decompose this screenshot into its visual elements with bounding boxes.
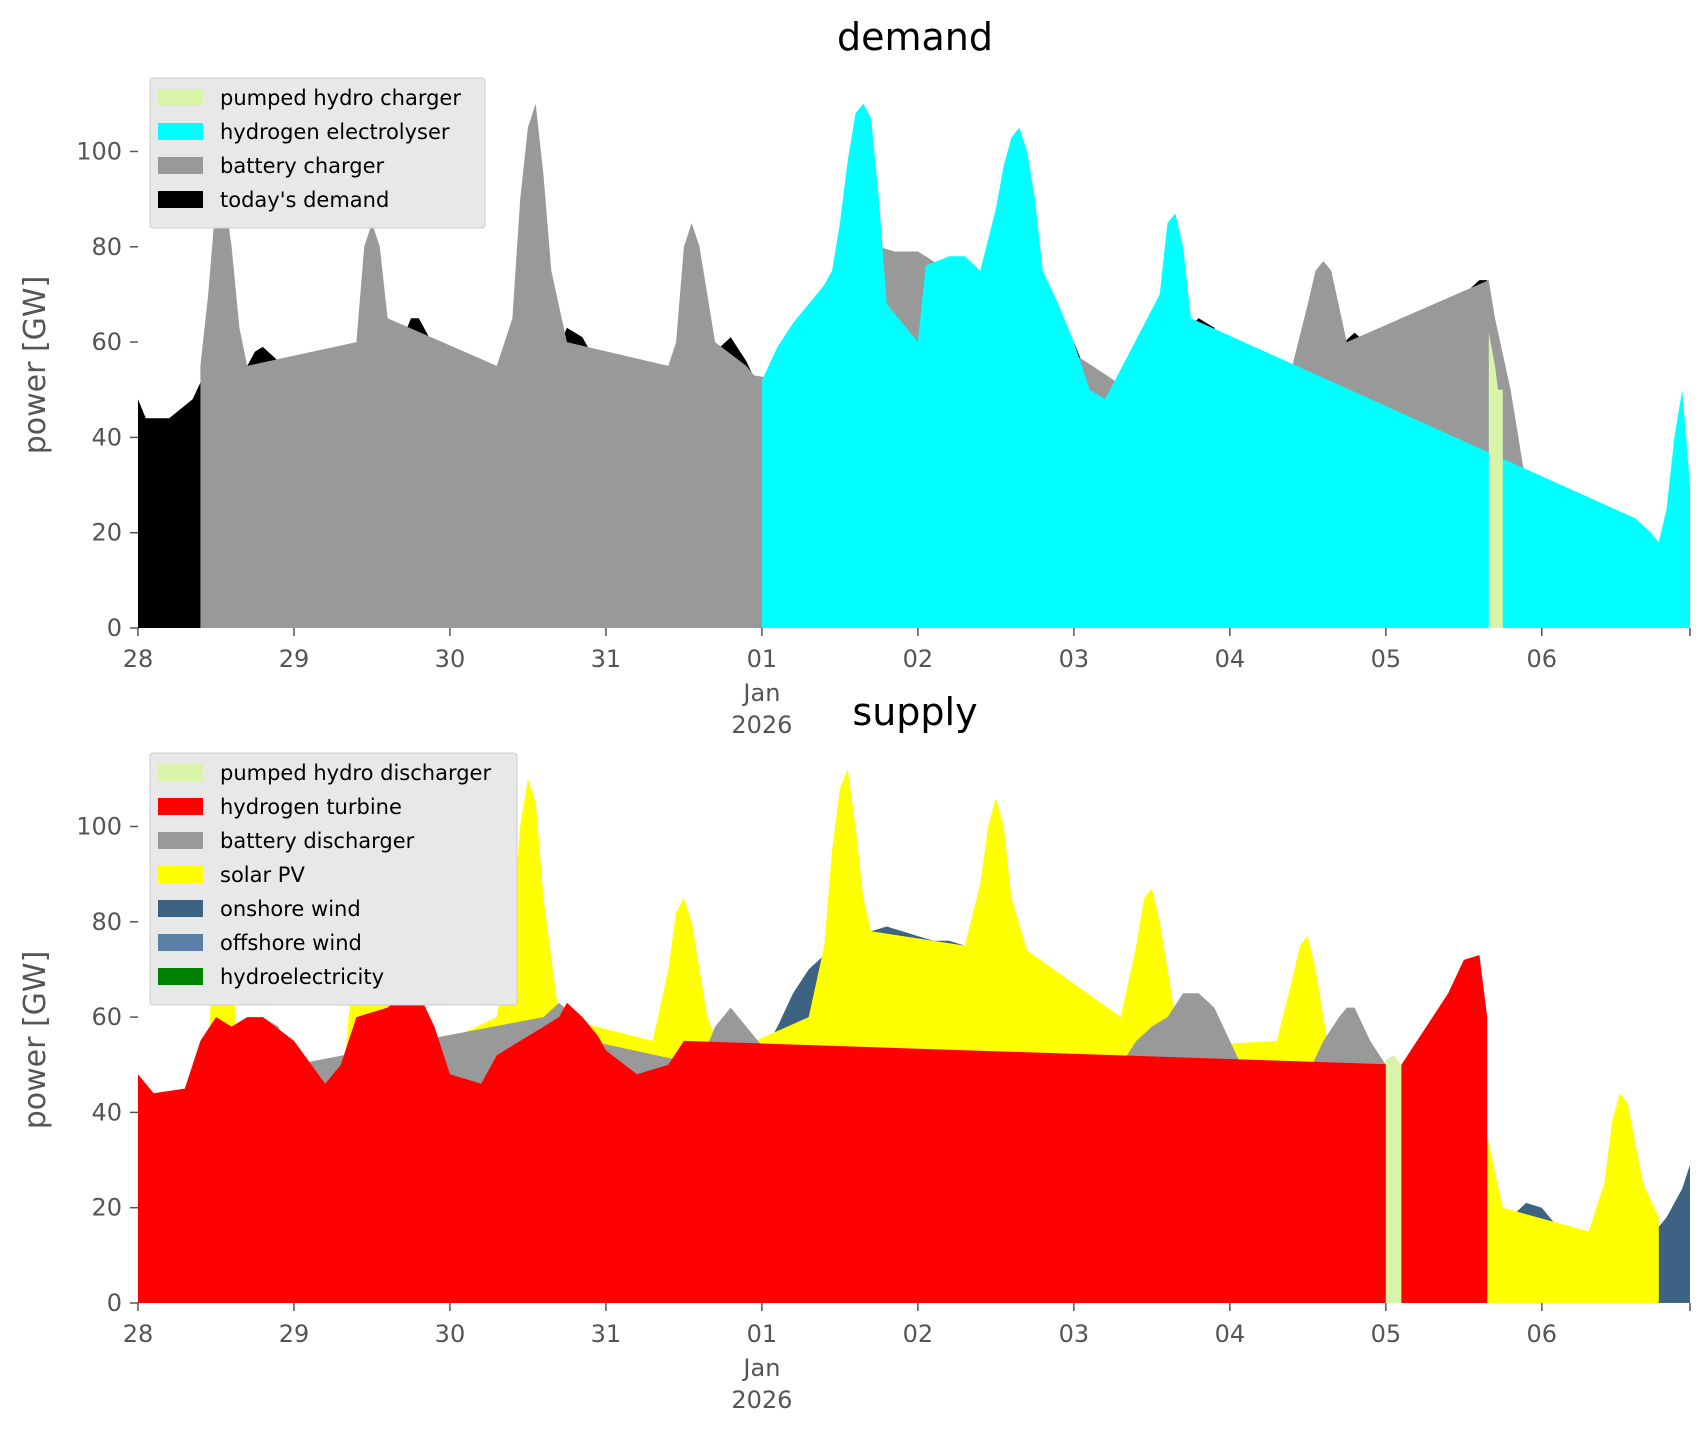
demand-y-ticks: 0 20 40 60 80 100 [76, 137, 138, 642]
x-tick-label: 04 [1215, 645, 1246, 673]
y-tick-label: 100 [76, 812, 122, 840]
demand-x-ticks: 28 29 30 31 01 Jan 2026 02 03 04 05 06 [123, 628, 1691, 739]
y-tick-label: 20 [91, 519, 122, 547]
legend-box [149, 752, 518, 1006]
legend-box [149, 77, 486, 229]
x-tick-label: 29 [279, 645, 310, 673]
area-pumped-hydro-discharger [1385, 1055, 1402, 1303]
legend-swatch-hydroelectricity [158, 968, 203, 985]
legend-label-solar-pv: solar PV [220, 863, 305, 887]
y-tick-label: 40 [91, 423, 122, 451]
x-tick-label: 06 [1527, 645, 1558, 673]
area-hydrogen-turbine [138, 955, 1488, 1303]
legend-swatch-offshore-wind [158, 934, 203, 951]
x-tick-label: 29 [279, 1320, 310, 1348]
x-tick-sublabel: 2026 [731, 1386, 792, 1414]
x-tick-label: 01 [747, 1320, 778, 1348]
x-tick-label: 03 [1059, 645, 1090, 673]
x-tick-label: 06 [1527, 1320, 1558, 1348]
area-pumped-hydro-charger [1488, 332, 1503, 628]
supply-y-axis-label: power [GW] [18, 951, 53, 1130]
supply-series-areas [138, 769, 1690, 1303]
legend-swatch-hydrogen-electrolyser [158, 123, 203, 140]
legend-label-onshore-wind: onshore wind [220, 897, 361, 921]
legend-label-hydrogen-electrolyser: hydrogen electrolyser [220, 120, 450, 144]
legend-label-hydrogen-turbine: hydrogen turbine [220, 795, 402, 819]
y-tick-label: 0 [107, 614, 122, 642]
x-tick-label: 31 [591, 645, 622, 673]
x-tick-sublabel: 2026 [731, 711, 792, 739]
x-tick-label: 05 [1371, 1320, 1402, 1348]
legend-label-battery-discharger: battery discharger [220, 829, 415, 853]
legend-swatch-today-s-demand [158, 191, 203, 208]
x-tick-label: 30 [435, 645, 466, 673]
legend-label-pumped-hydro-discharger: pumped hydro discharger [220, 761, 491, 785]
supply-x-ticks: 28 29 30 31 01 Jan 2026 02 03 04 05 06 [123, 1303, 1691, 1414]
y-tick-label: 20 [91, 1194, 122, 1222]
supply-legend: pumped hydro discharger hydrogen turbine b… [149, 752, 518, 1006]
legend-swatch-onshore-wind [158, 900, 203, 917]
y-tick-label: 60 [91, 328, 122, 356]
demand-title: demand [837, 15, 993, 59]
demand-y-axis-label: power [GW] [18, 276, 53, 455]
legend-swatch-solar-pv [158, 866, 203, 883]
x-tick-label: 05 [1371, 645, 1402, 673]
demand-legend: pumped hydro charger hydrogen electrolyse… [149, 77, 486, 229]
x-tick-sublabel: Jan [741, 679, 780, 707]
x-tick-label: 02 [903, 645, 934, 673]
x-tick-label: 03 [1059, 1320, 1090, 1348]
y-tick-label: 100 [76, 137, 122, 165]
y-tick-label: 0 [107, 1289, 122, 1317]
x-tick-label: 02 [903, 1320, 934, 1348]
legend-swatch-pumped-hydro-charger [158, 89, 203, 106]
x-tick-label: 30 [435, 1320, 466, 1348]
legend-label-hydroelectricity: hydroelectricity [220, 965, 384, 989]
y-tick-label: 80 [91, 233, 122, 261]
legend-swatch-battery-discharger [158, 832, 203, 849]
y-tick-label: 80 [91, 908, 122, 936]
legend-swatch-battery-charger [158, 157, 203, 174]
x-tick-sublabel: Jan [741, 1354, 780, 1382]
legend-label-today-s-demand: today's demand [220, 188, 389, 212]
x-tick-label: 28 [123, 645, 154, 673]
x-tick-label: 01 [747, 645, 778, 673]
x-tick-label: 04 [1215, 1320, 1246, 1348]
legend-swatch-hydrogen-turbine [158, 798, 203, 815]
demand-series-areas [138, 103, 1690, 629]
supply-title: supply [852, 690, 977, 734]
legend-label-offshore-wind: offshore wind [220, 931, 362, 955]
legend-label-pumped-hydro-charger: pumped hydro charger [220, 86, 461, 110]
y-tick-label: 60 [91, 1003, 122, 1031]
supply-y-ticks: 0 20 40 60 80 100 [76, 812, 138, 1317]
y-tick-label: 40 [91, 1098, 122, 1126]
area-hydrogen-electrolyser [761, 103, 1690, 629]
x-tick-label: 31 [591, 1320, 622, 1348]
legend-swatch-pumped-hydro-discharger [158, 764, 203, 781]
legend-label-battery-charger: battery charger [220, 154, 385, 178]
x-tick-label: 28 [123, 1320, 154, 1348]
